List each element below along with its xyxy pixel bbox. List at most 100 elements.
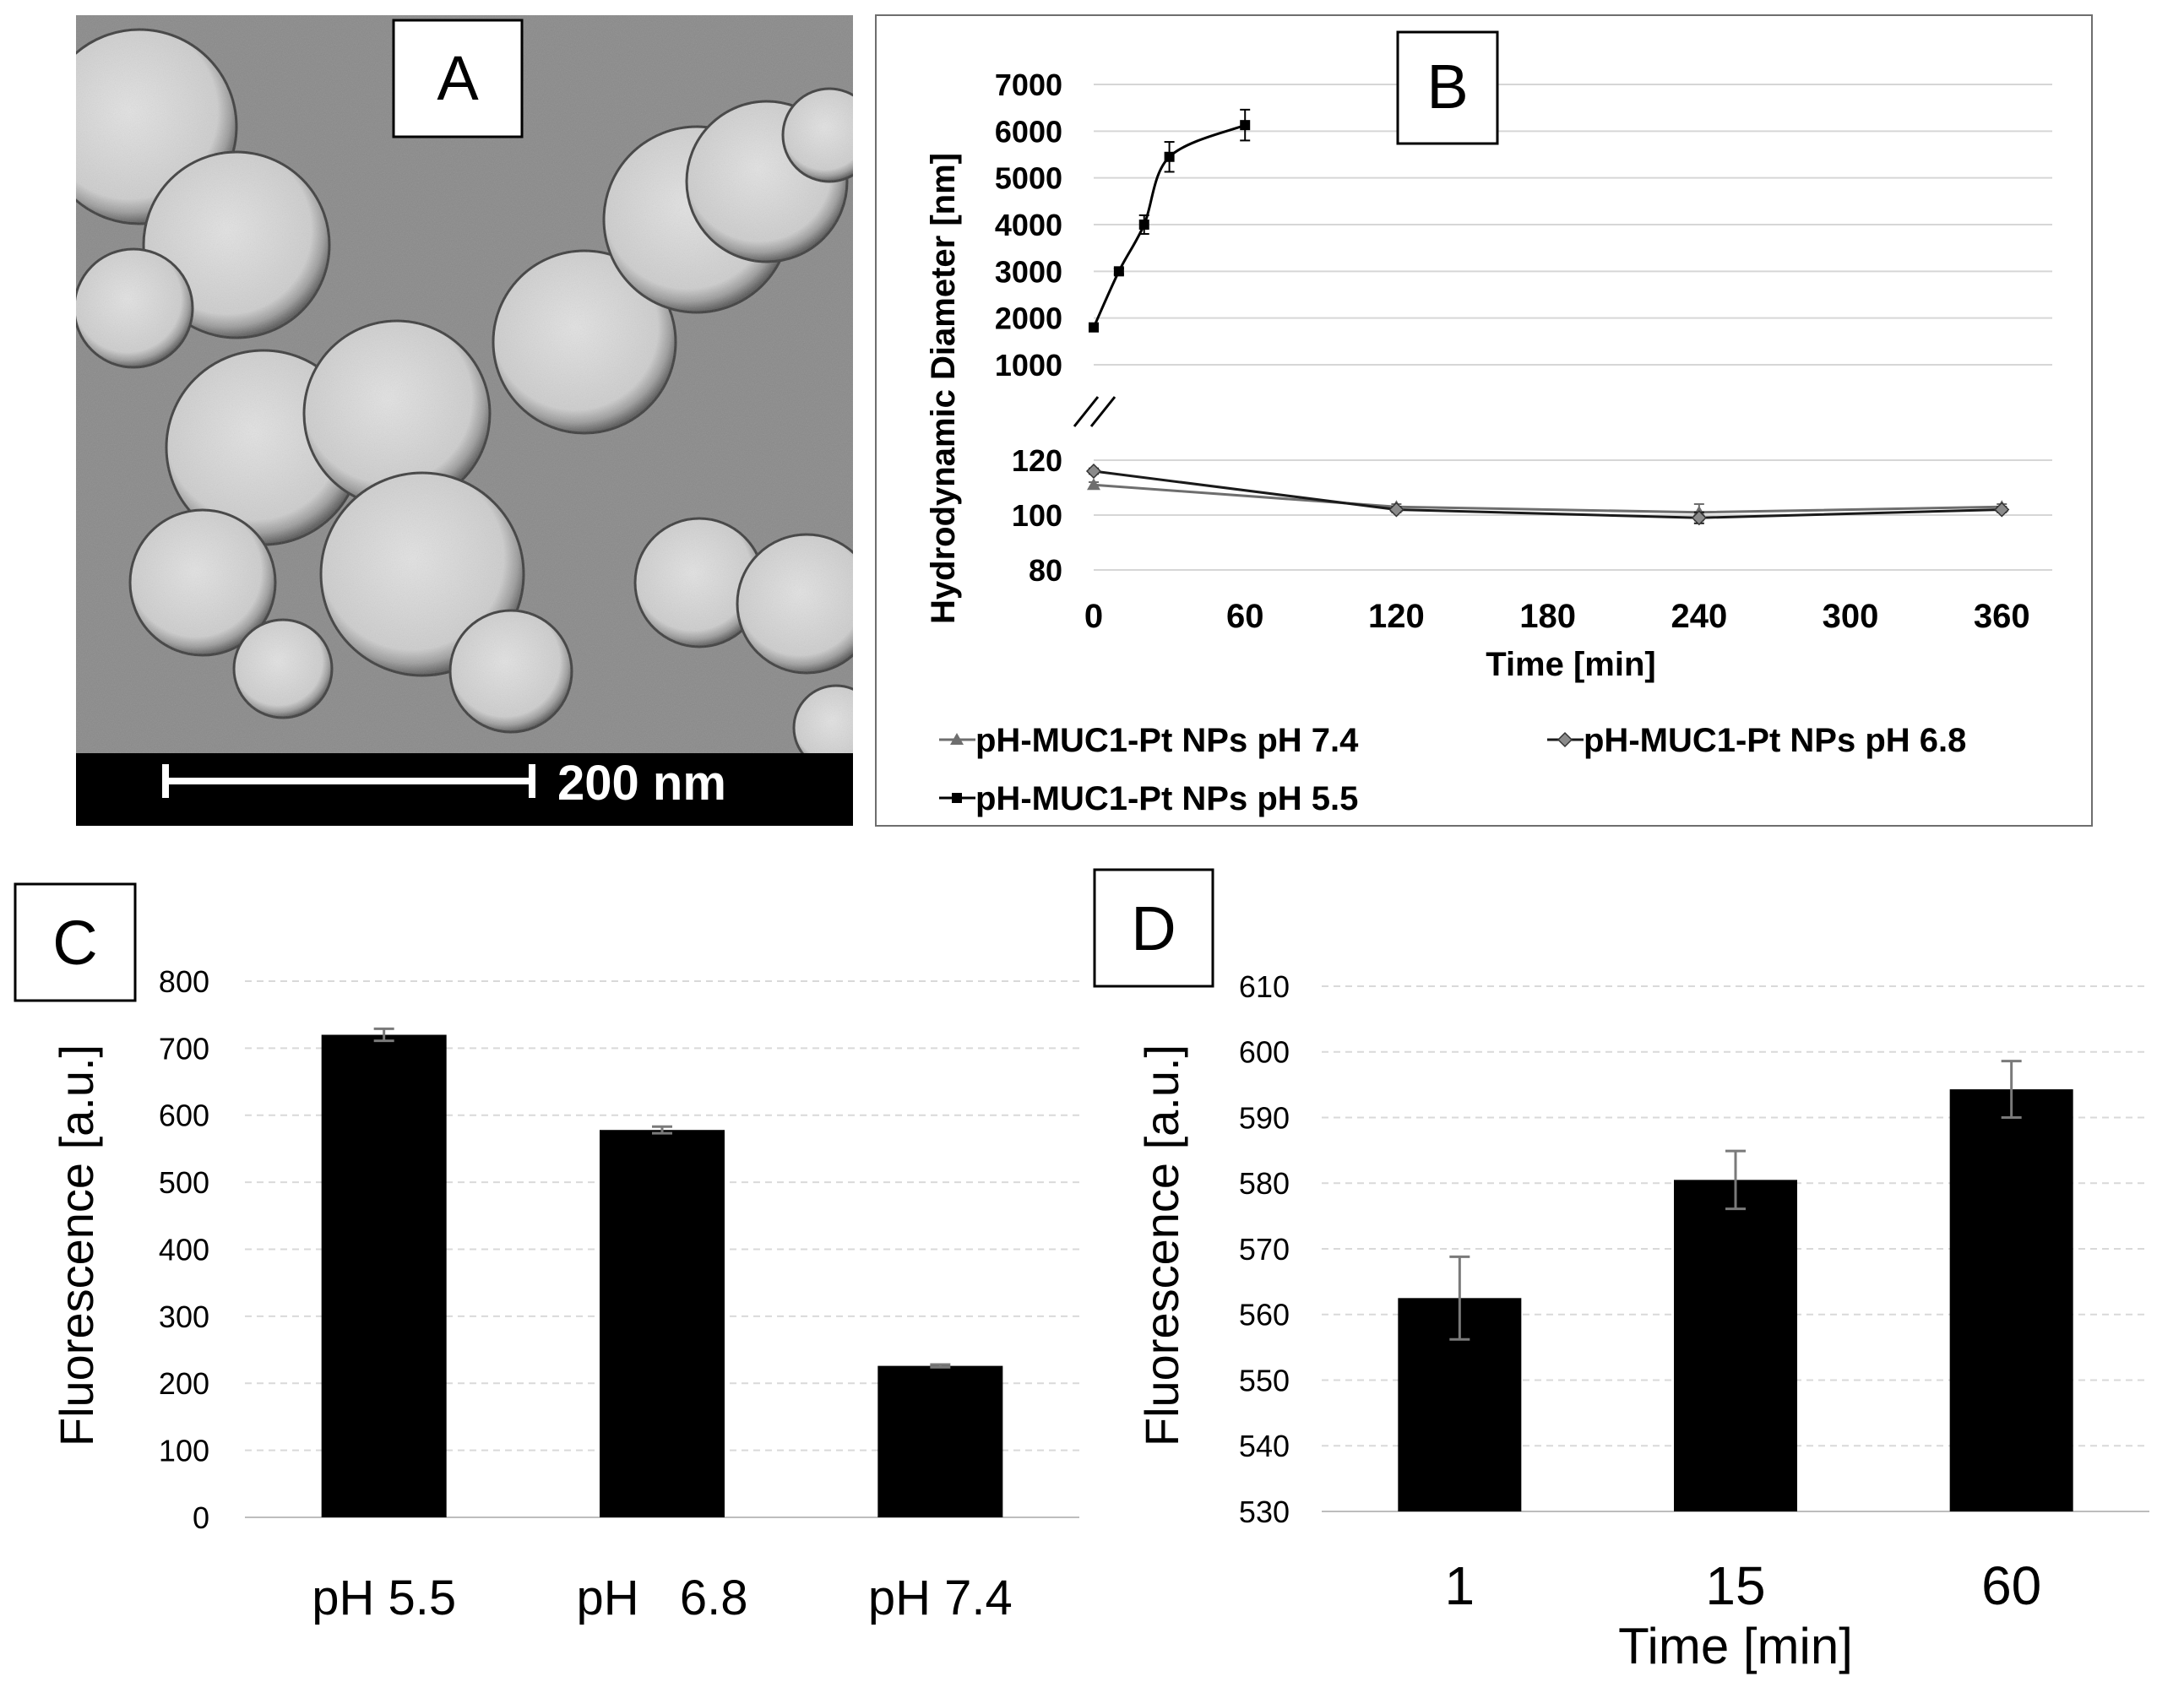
series-ph-muc1-pt-nps-ph-5-5 — [1089, 108, 1251, 333]
x-category-label: 1 — [1445, 1555, 1475, 1616]
chart-c-bars — [321, 1027, 1003, 1517]
series-line — [1092, 123, 1246, 328]
y-tick-label: 0 — [193, 1500, 209, 1535]
x-tick-label: 360 — [1974, 598, 2030, 635]
y-tick-label: 540 — [1239, 1429, 1290, 1463]
chart-d-bars — [1398, 1060, 2073, 1511]
chart-b-axes — [1073, 396, 1116, 427]
x-category-label: pH 6.8 — [576, 1571, 747, 1625]
panel-b-chart: 1000 2000 3000 4000 5000 6000 7000 80 100 120 0 60 1… — [875, 14, 2093, 827]
data-point — [1164, 151, 1175, 162]
legend-item-ph74: pH-MUC1-Pt NPs pH 7.4 — [939, 722, 1359, 759]
y-tick-label: 2000 — [995, 301, 1062, 336]
chart-c-tick-labels: 0 100 200 300 400 500 600 700 800 pH 5.5 pH 6.8 pH … — [159, 964, 1013, 1625]
y-tick-label: 200 — [159, 1366, 209, 1401]
panel-label-box-a — [392, 19, 524, 138]
data-point — [1691, 510, 1707, 526]
legend-marker-triangle-icon — [950, 733, 964, 745]
y-tick-label: 1000 — [995, 348, 1062, 383]
y-tick-label: 600 — [1239, 1035, 1290, 1070]
y-tick-label: 700 — [159, 1031, 209, 1066]
legend-marker-square-icon — [952, 793, 962, 803]
series-ph-muc1-pt-nps-ph-6-8 — [1085, 463, 2010, 526]
legend-label-ph68: pH-MUC1-Pt NPs pH 6.8 — [1584, 722, 1966, 759]
y-tick-label: 570 — [1239, 1232, 1290, 1267]
panel-c-chart: 0 100 200 300 400 500 600 700 800 pH 5.5 pH 6.8 pH … — [14, 882, 1079, 1625]
scale-bar-strip — [76, 753, 853, 826]
y-tick-label: 4000 — [995, 208, 1062, 242]
x-tick-label: 120 — [1368, 598, 1425, 635]
y-tick-label: 100 — [159, 1434, 209, 1468]
y-tick-label: 120 — [1012, 443, 1062, 478]
chart-b-ylabel: Hydrodynamic Diameter [nm] — [925, 153, 962, 624]
y-tick-label: 5000 — [995, 161, 1062, 196]
y-tick-label: 580 — [1239, 1166, 1290, 1201]
chart-d-xlabel: Time [min] — [1618, 1618, 1853, 1674]
bar — [1949, 1089, 2073, 1511]
panel-label-box-c — [14, 882, 137, 1002]
y-tick-label: 530 — [1239, 1495, 1290, 1529]
series-line — [1093, 483, 2002, 514]
data-point — [1994, 502, 2010, 518]
x-tick-label: 300 — [1823, 598, 1879, 635]
panel-label-d: D — [1131, 893, 1176, 963]
y-tick-label: 800 — [159, 964, 209, 999]
legend-label-ph55: pH-MUC1-Pt NPs pH 5.5 — [975, 780, 1358, 817]
panel-label-box-d — [1093, 868, 1214, 988]
y-tick-label: 610 — [1239, 969, 1290, 1004]
bar — [1674, 1180, 1797, 1511]
axis-break-mark — [1073, 396, 1100, 427]
panel-label-b: B — [1426, 52, 1468, 122]
x-category-label: 60 — [1981, 1555, 2041, 1616]
y-tick-label: 590 — [1239, 1100, 1290, 1135]
y-tick-label: 100 — [1012, 498, 1062, 533]
data-point — [1087, 478, 1100, 491]
chart-b-tick-labels: 1000 2000 3000 4000 5000 6000 7000 80 100 120 0 60 1… — [995, 68, 2030, 635]
data-point — [1388, 502, 1404, 518]
panel-label-a: A — [437, 43, 479, 113]
bar — [877, 1365, 1003, 1517]
chart-b-series — [1085, 108, 2010, 526]
y-tick-label: 80 — [1029, 553, 1062, 588]
chart-b-legend: pH-MUC1-Pt NPs pH 7.4 pH-MUC1-Pt NPs pH … — [939, 722, 1966, 817]
bar — [321, 1034, 447, 1517]
micrograph-image — [76, 15, 853, 767]
x-category-label: 15 — [1705, 1555, 1765, 1616]
y-tick-label: 300 — [159, 1299, 209, 1334]
data-point — [1085, 463, 1102, 480]
chart-b-xlabel: Time [min] — [1486, 646, 1656, 683]
panel-label-c: C — [52, 908, 97, 978]
legend-item-ph68: pH-MUC1-Pt NPs pH 6.8 — [1547, 722, 1966, 759]
data-point — [1138, 220, 1149, 230]
panel-d-chart: 530 540 550 560 570 580 590 600 610 1 15 60 Fluores… — [1093, 868, 2149, 1674]
y-tick-label: 400 — [159, 1232, 209, 1267]
chart-d-ylabel: Fluorescence [a.u.] — [1135, 1044, 1188, 1446]
scale-bar-label: 200 nm — [557, 756, 726, 811]
y-tick-label: 3000 — [995, 254, 1062, 289]
scale-bar — [162, 764, 535, 798]
chart-b-gridlines — [1094, 84, 2052, 571]
data-point — [1240, 120, 1251, 131]
x-category-label: pH 5.5 — [312, 1571, 456, 1625]
y-tick-label: 6000 — [995, 114, 1062, 149]
panel-a-micrograph: 200 nm A — [76, 15, 853, 826]
y-tick-label: 560 — [1239, 1298, 1290, 1332]
y-tick-label: 550 — [1239, 1363, 1290, 1397]
y-tick-label: 500 — [159, 1165, 209, 1200]
bar — [600, 1130, 725, 1517]
y-tick-label: 600 — [159, 1099, 209, 1133]
chart-d-tick-labels: 530 540 550 560 570 580 590 600 610 1 15 60 — [1239, 969, 2041, 1616]
legend-label-ph74: pH-MUC1-Pt NPs pH 7.4 — [975, 722, 1359, 759]
x-tick-label: 240 — [1671, 598, 1727, 635]
legend-marker-diamond-icon — [1557, 731, 1573, 748]
x-tick-label: 180 — [1519, 598, 1576, 635]
axis-break-mark — [1089, 396, 1116, 427]
chart-c-ylabel: Fluorescence [a.u.] — [50, 1044, 103, 1446]
legend-item-ph55: pH-MUC1-Pt NPs pH 5.5 — [939, 780, 1358, 817]
x-category-label: pH 7.4 — [868, 1571, 1013, 1625]
data-point — [1089, 322, 1099, 333]
x-tick-label: 60 — [1226, 598, 1264, 635]
data-point — [1113, 266, 1124, 277]
panel-label-box-b — [1396, 30, 1499, 145]
